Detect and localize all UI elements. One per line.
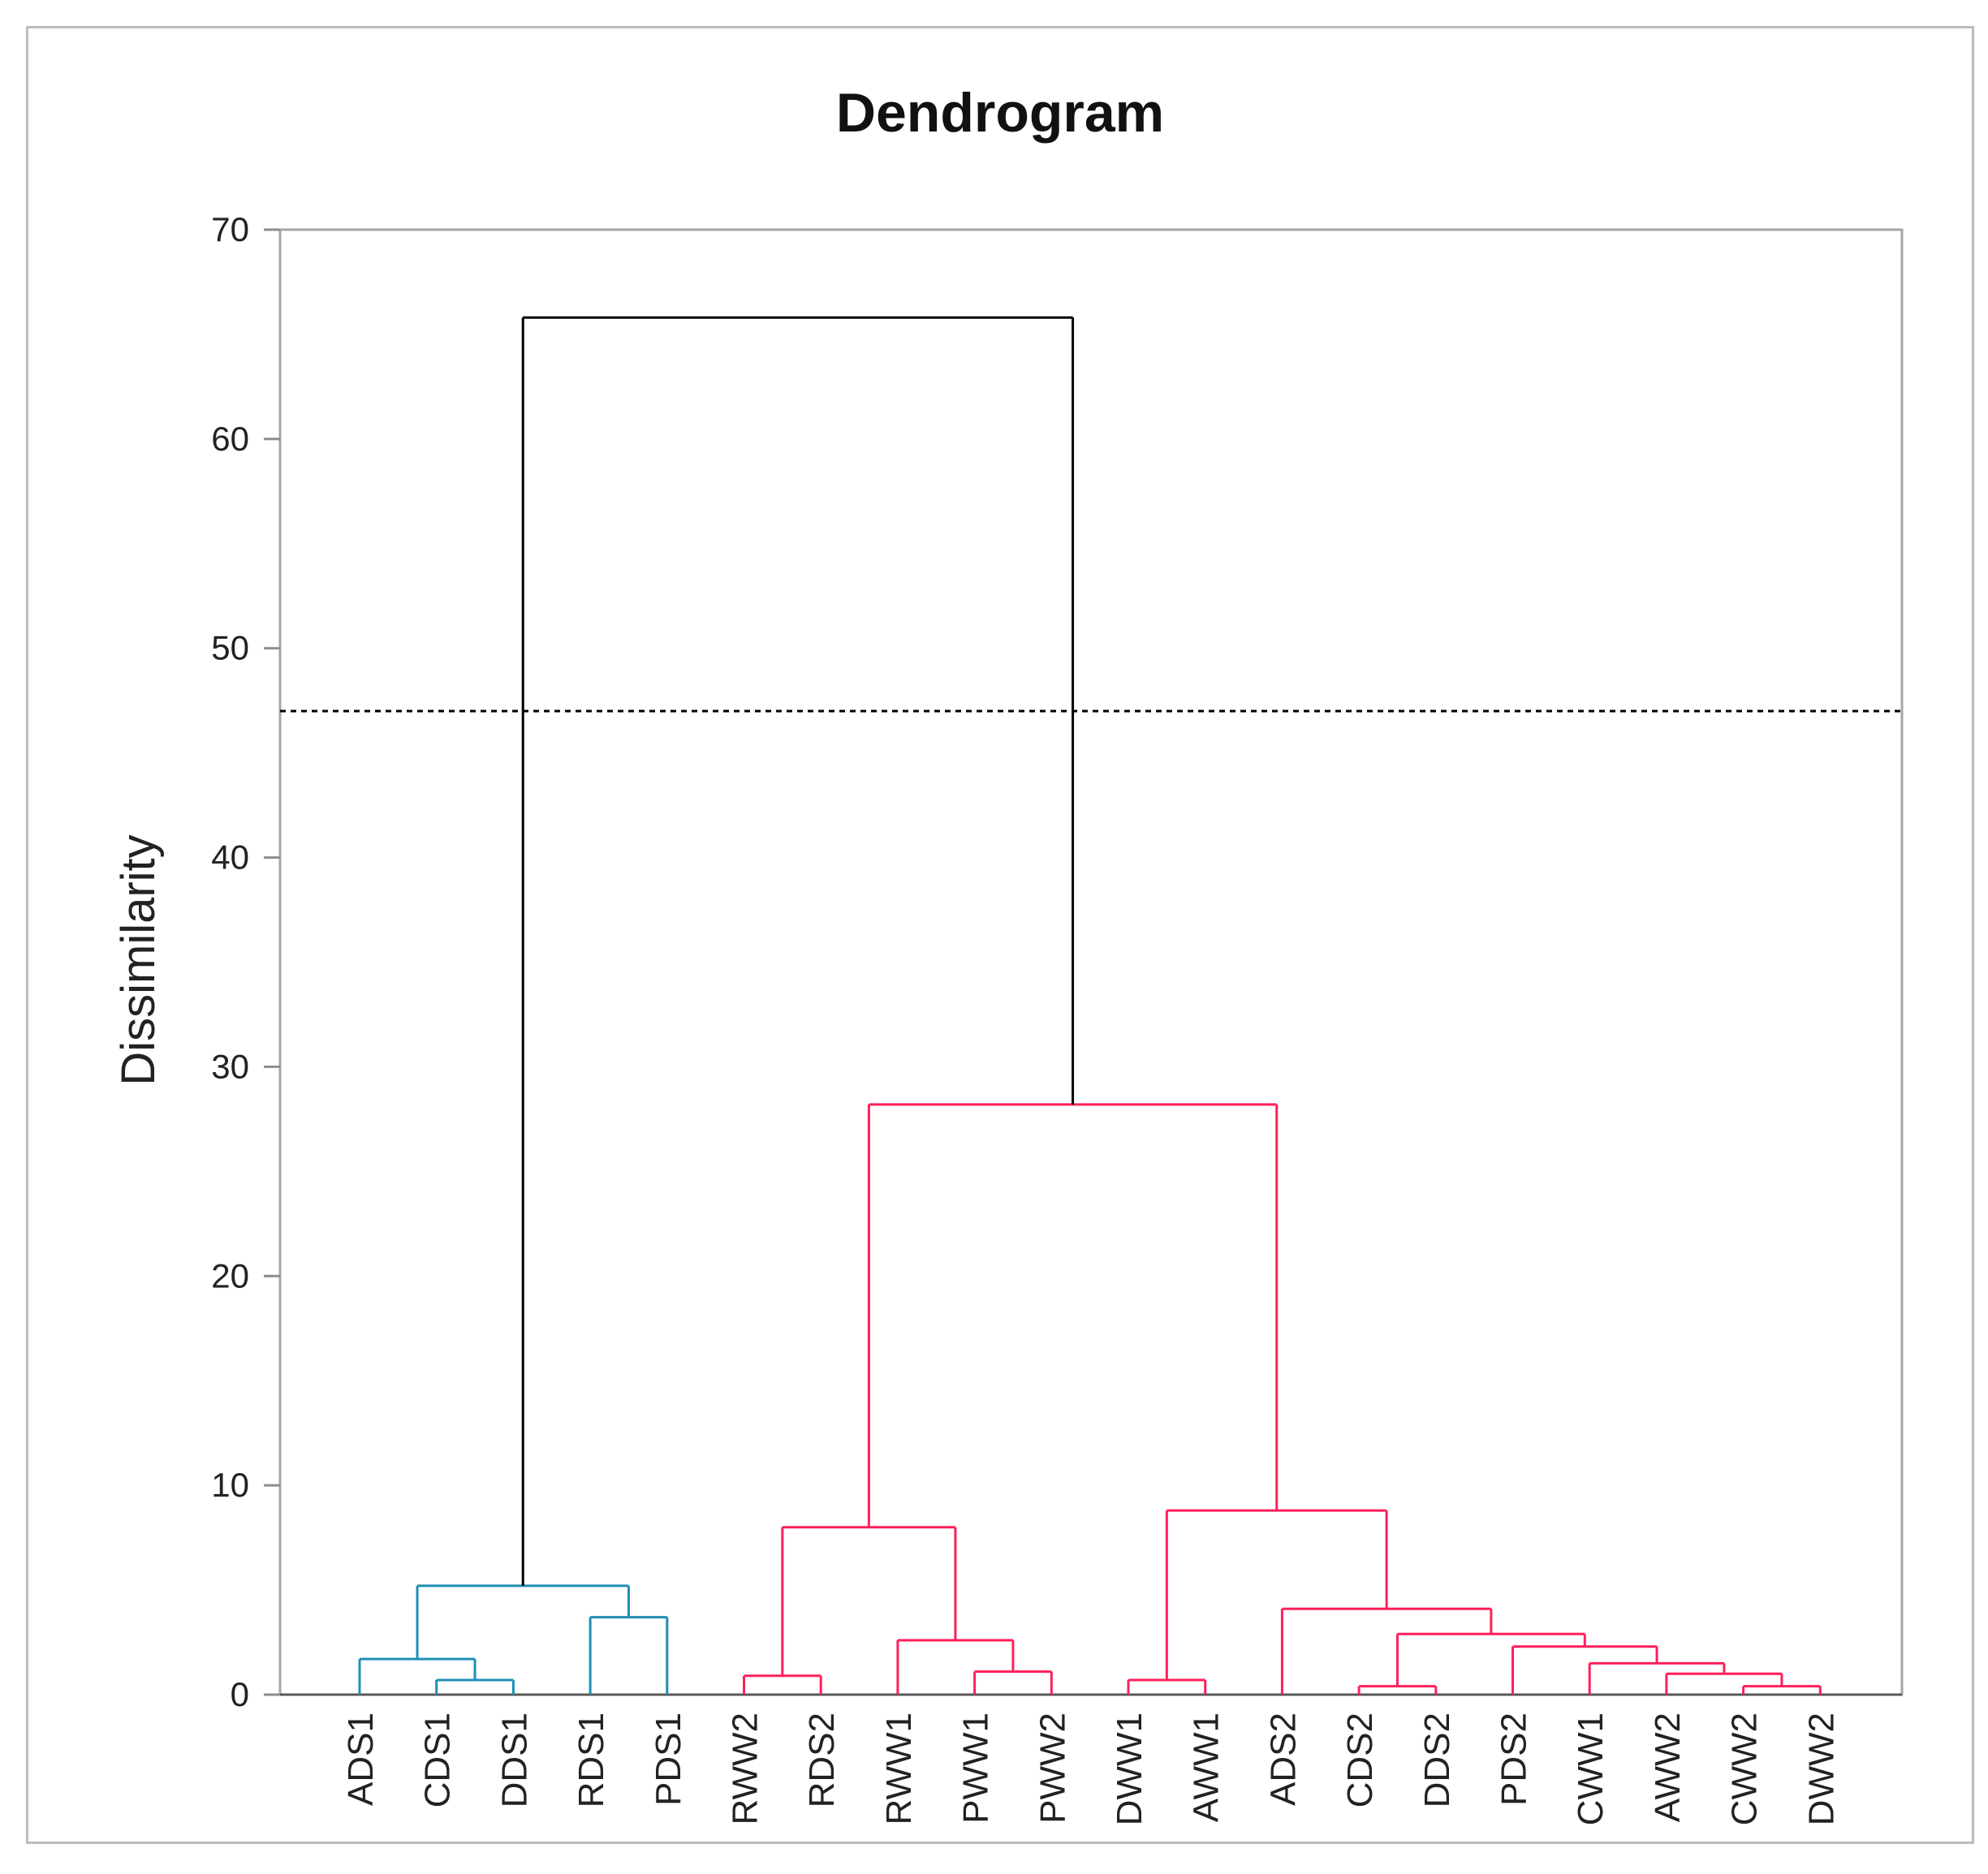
leaf-label: PWW2 bbox=[1033, 1712, 1072, 1824]
leaf-label: DDS2 bbox=[1417, 1712, 1457, 1807]
leaf-label: CWW2 bbox=[1725, 1712, 1765, 1825]
dendrogram-link bbox=[896, 1639, 1015, 1695]
leaf-label: CDS1 bbox=[418, 1712, 458, 1807]
leaf-label: DDS1 bbox=[494, 1712, 534, 1807]
y-tick-label: 0 bbox=[231, 1675, 249, 1713]
y-tick-label: 30 bbox=[211, 1047, 249, 1085]
dendrogram-link bbox=[1127, 1678, 1207, 1695]
leaf-label: RWW2 bbox=[726, 1712, 765, 1825]
dendrogram-link bbox=[867, 1103, 1279, 1527]
leaf-label: RDS2 bbox=[802, 1712, 842, 1807]
dendrogram-link bbox=[1357, 1685, 1438, 1695]
y-tick-label: 20 bbox=[211, 1256, 249, 1295]
leaf-label: DWW1 bbox=[1110, 1712, 1149, 1825]
leaf-label: PWW1 bbox=[956, 1712, 996, 1824]
leaf-label: PDS2 bbox=[1494, 1712, 1534, 1806]
leaf-label: AWW2 bbox=[1648, 1712, 1688, 1822]
dendrogram-link bbox=[521, 316, 1075, 1586]
dendrogram-link bbox=[1742, 1685, 1822, 1695]
dendrogram-link bbox=[358, 1657, 477, 1695]
y-tick-label: 10 bbox=[211, 1466, 249, 1504]
y-tick-label: 40 bbox=[211, 838, 249, 877]
dendrogram-link bbox=[781, 1526, 957, 1676]
dendrogram-link bbox=[416, 1584, 630, 1660]
y-tick-label: 70 bbox=[211, 210, 249, 248]
dendrogram-link bbox=[435, 1678, 515, 1695]
dendrogram-link bbox=[1588, 1661, 1726, 1695]
leaf-label: CDS2 bbox=[1340, 1712, 1380, 1807]
chart-title: Dendrogram bbox=[836, 82, 1164, 144]
dendrogram-link bbox=[1280, 1607, 1493, 1695]
leaf-label: DWW2 bbox=[1801, 1712, 1841, 1825]
dendrogram-link bbox=[973, 1670, 1053, 1695]
leaf-label: RWW1 bbox=[879, 1712, 919, 1825]
y-axis-label: Dissimilarity bbox=[112, 834, 165, 1085]
y-tick-label: 60 bbox=[211, 420, 249, 458]
chart-frame bbox=[26, 26, 1974, 1844]
leaf-label: CWW1 bbox=[1571, 1712, 1611, 1825]
leaf-label: ADS1 bbox=[341, 1712, 381, 1806]
dendrogram-link bbox=[589, 1616, 669, 1695]
dendrogram-link bbox=[1665, 1672, 1783, 1695]
leaf-label: ADS2 bbox=[1263, 1712, 1303, 1806]
dendrogram-link bbox=[1395, 1632, 1586, 1687]
dendrogram-link bbox=[1511, 1645, 1658, 1695]
y-tick-label: 50 bbox=[211, 629, 249, 667]
dendrogram-link bbox=[1165, 1509, 1388, 1680]
leaf-label: PDS1 bbox=[649, 1712, 688, 1806]
leaf-label: AWW1 bbox=[1187, 1712, 1227, 1822]
dendrogram-link bbox=[743, 1674, 822, 1695]
leaf-label: RDS1 bbox=[571, 1712, 611, 1807]
